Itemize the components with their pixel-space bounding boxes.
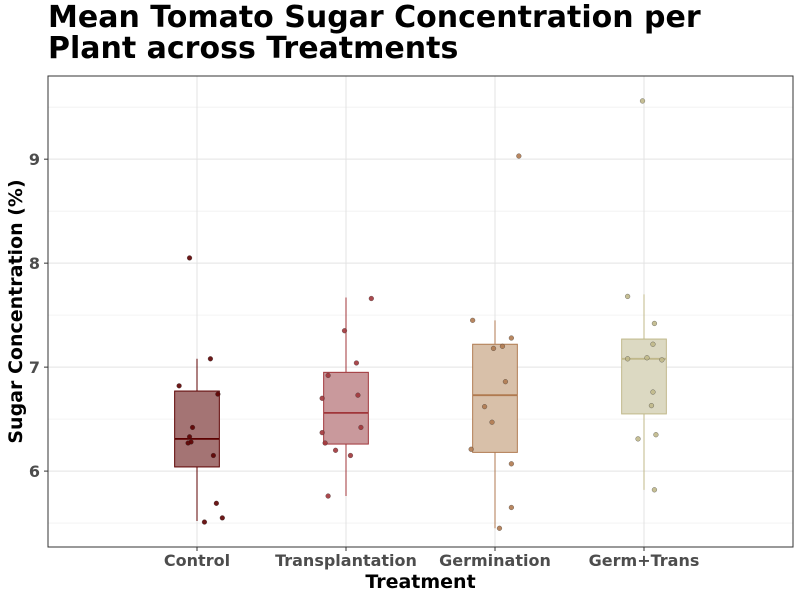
- data-point: [648, 403, 654, 409]
- data-point: [347, 452, 354, 459]
- y-tick-label: 8: [29, 254, 40, 273]
- box-transplantation: [323, 297, 369, 497]
- data-point: [188, 439, 194, 445]
- data-point: [325, 372, 331, 378]
- data-point: [639, 98, 646, 104]
- data-point: [201, 519, 208, 525]
- data-point: [319, 395, 325, 401]
- data-point: [508, 504, 514, 511]
- data-point: [219, 515, 225, 521]
- grid-lines: [48, 76, 793, 547]
- y-tick-label: 7: [29, 358, 40, 377]
- data-point: [508, 461, 514, 467]
- data-point: [187, 434, 193, 440]
- data-point: [499, 343, 506, 349]
- data-point: [470, 317, 476, 323]
- data-point: [489, 419, 495, 425]
- y-tick-labels: 6 7 8 9: [29, 150, 48, 481]
- data-point: [333, 447, 339, 453]
- y-tick-label: 6: [29, 462, 40, 481]
- y-axis-title: Sugar Concentration (%): [5, 179, 27, 443]
- data-point: [653, 432, 659, 438]
- data-point: [482, 404, 488, 410]
- data-point: [207, 356, 213, 362]
- x-axis-title: Treatment: [365, 571, 475, 593]
- x-tick-labels: Control Transplantation Germination Germ+Tr…: [164, 547, 699, 570]
- boxes-layer: [174, 294, 667, 529]
- data-point: [502, 379, 508, 385]
- data-point: [650, 341, 656, 347]
- box-control: [174, 358, 220, 522]
- data-point: [516, 153, 522, 159]
- data-point: [490, 345, 497, 351]
- data-point: [213, 500, 219, 506]
- data-point: [644, 355, 650, 361]
- box-germination: [472, 320, 518, 529]
- data-point: [659, 357, 665, 363]
- data-point: [189, 424, 196, 430]
- data-point: [322, 440, 328, 446]
- data-point: [210, 452, 216, 459]
- chart-title-line-2: Plant across Treatments: [48, 31, 459, 66]
- data-point: [650, 389, 656, 395]
- data-point: [625, 356, 631, 362]
- data-point: [625, 293, 631, 299]
- box-iqr: [472, 343, 518, 453]
- x-tick-label: Transplantation: [275, 551, 417, 570]
- data-point: [651, 487, 657, 493]
- data-point: [496, 525, 503, 531]
- data-point: [319, 430, 325, 436]
- data-point: [358, 424, 364, 430]
- y-tick-label: 9: [29, 150, 40, 169]
- panel-border: [47, 75, 794, 548]
- data-point: [508, 335, 514, 341]
- data-point: [635, 436, 641, 442]
- data-point: [187, 255, 193, 261]
- data-point: [353, 360, 359, 366]
- data-point: [651, 320, 657, 327]
- x-tick-label: Germ+Trans: [589, 551, 700, 570]
- data-point: [368, 295, 374, 302]
- box-iqr: [323, 371, 369, 445]
- chart-title-line-1: Mean Tomato Sugar Concentration per: [48, 0, 701, 35]
- data-point: [176, 383, 182, 389]
- box-germ-trans: [621, 294, 667, 490]
- chart-title: Mean Tomato Sugar Concentration per Plan…: [48, 2, 788, 64]
- data-point: [215, 391, 221, 397]
- x-tick-label: Germination: [439, 551, 551, 570]
- data-point: [325, 493, 331, 499]
- data-point: [468, 446, 474, 452]
- box-iqr: [621, 338, 667, 415]
- data-point: [341, 328, 348, 334]
- data-point: [355, 392, 361, 398]
- points-layer: [176, 98, 665, 531]
- x-tick-label: Control: [164, 551, 230, 570]
